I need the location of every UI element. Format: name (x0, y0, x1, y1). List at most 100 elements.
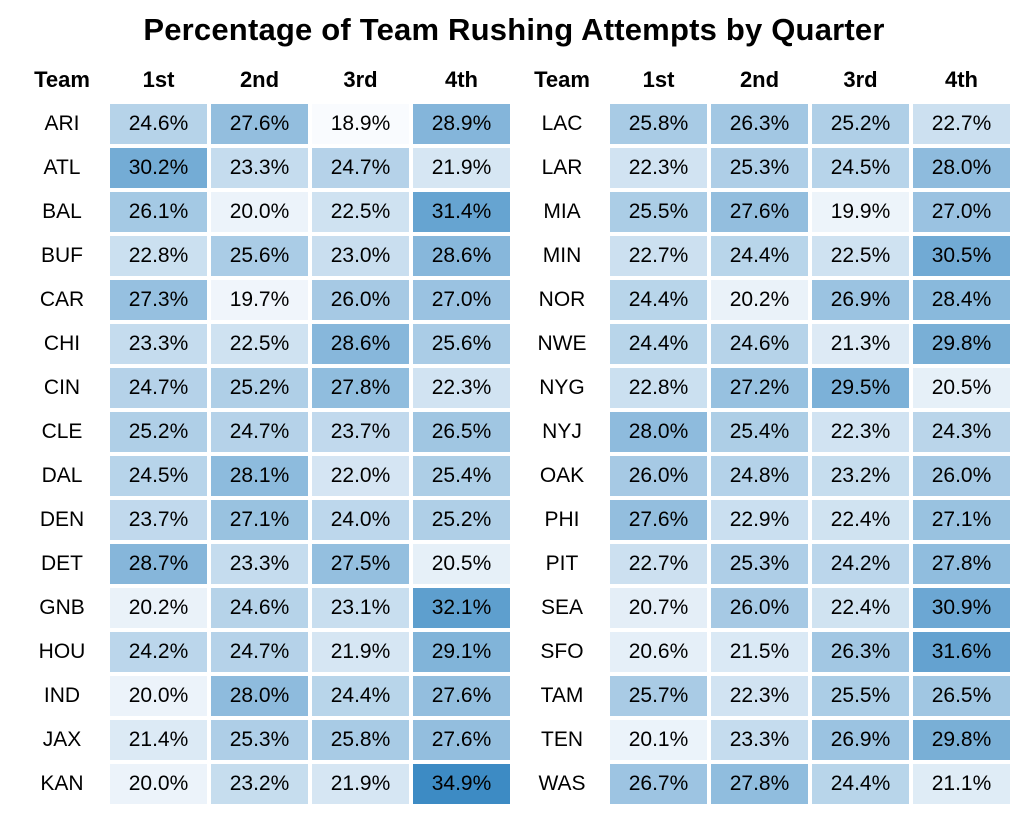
team-label: TAM (540, 684, 584, 707)
team-label: TEN (541, 728, 583, 751)
heatmap-cell: 23.1% (312, 588, 409, 628)
heatmap-cell: 24.2% (110, 632, 207, 672)
heatmap-cell: 26.1% (110, 192, 207, 232)
heatmap-cell: 21.1% (913, 764, 1010, 804)
team-label: ATL (43, 156, 81, 179)
heatmap-cell: 26.0% (711, 588, 808, 628)
heatmap-cell: 23.3% (110, 324, 207, 364)
heatmap-cell: 27.1% (913, 500, 1010, 540)
team-label: WAS (538, 772, 586, 795)
heatmap-cell: 22.3% (711, 676, 808, 716)
heatmap-cell: 34.9% (413, 764, 510, 804)
heatmap-cell: 24.4% (812, 764, 909, 804)
heatmap-cell: 29.8% (913, 720, 1010, 760)
column-header: 3rd (843, 67, 878, 92)
heatmap-cell: 24.0% (312, 500, 409, 540)
heatmap-cell: 27.6% (711, 192, 808, 232)
heatmap-cell: 22.3% (610, 148, 707, 188)
team-label: DEN (39, 508, 85, 531)
column-header: 1st (642, 67, 675, 92)
heatmap-cell: 20.5% (913, 368, 1010, 408)
column-header: 3rd (343, 67, 378, 92)
heatmap-cell: 25.6% (211, 236, 308, 276)
heatmap-cell: 27.8% (913, 544, 1010, 584)
heatmap-cell: 23.3% (211, 148, 308, 188)
heatmap-cell: 23.3% (211, 544, 308, 584)
heatmap-cell: 22.0% (312, 456, 409, 496)
heatmap-cell: 25.2% (812, 104, 909, 144)
heatmap-cell: 22.5% (211, 324, 308, 364)
column-header: 1st (142, 67, 175, 92)
heatmap-cell: 22.8% (610, 368, 707, 408)
heatmap-cell: 28.9% (413, 104, 510, 144)
heatmap-cell: 25.3% (211, 720, 308, 760)
heatmap-cell: 24.4% (610, 280, 707, 320)
heatmap-cell: 25.8% (312, 720, 409, 760)
heatmap-cell: 29.1% (413, 632, 510, 672)
heatmap-cell: 27.6% (413, 720, 510, 760)
heatmap-cell: 24.7% (211, 412, 308, 452)
heatmap-cell: 25.8% (610, 104, 707, 144)
team-label: IND (43, 684, 81, 707)
team-label: LAR (541, 156, 583, 179)
team-label: LAC (541, 112, 583, 135)
heatmap-cell: 25.7% (610, 676, 707, 716)
heatmap-cell: 21.5% (711, 632, 808, 672)
heatmap-cell: 25.2% (110, 412, 207, 452)
heatmap-cell: 19.9% (812, 192, 909, 232)
team-label: HOU (38, 640, 86, 663)
heatmap-cell: 29.8% (913, 324, 1010, 364)
heatmap-cell: 26.5% (413, 412, 510, 452)
team-label: JAX (42, 728, 82, 751)
heatmap-cell: 22.7% (610, 236, 707, 276)
heatmap-cell: 26.9% (812, 720, 909, 760)
team-label: BUF (41, 244, 83, 267)
heatmap-cell: 21.9% (312, 632, 409, 672)
heatmap-cell: 21.9% (413, 148, 510, 188)
heatmap-cell: 27.6% (413, 676, 510, 716)
heatmap-cell: 25.4% (711, 412, 808, 452)
heatmap-cell: 24.8% (711, 456, 808, 496)
heatmap-cell: 27.3% (110, 280, 207, 320)
heatmap-cell: 27.0% (413, 280, 510, 320)
team-label: CIN (43, 376, 81, 399)
heatmap-cell: 24.2% (812, 544, 909, 584)
heatmap-cell: 24.7% (211, 632, 308, 672)
heatmap-cell: 28.0% (211, 676, 308, 716)
heatmap-cell: 32.1% (413, 588, 510, 628)
team-label: DAL (41, 464, 83, 487)
heatmap-cell: 18.9% (312, 104, 409, 144)
heatmap-cell: 30.2% (110, 148, 207, 188)
team-label: OAK (539, 464, 585, 487)
heatmap-cell: 26.7% (610, 764, 707, 804)
heatmap-cell: 23.2% (812, 456, 909, 496)
team-label: CHI (43, 332, 81, 355)
heatmap-cell: 30.5% (913, 236, 1010, 276)
column-header: 4th (445, 67, 478, 92)
heatmap-cell: 23.7% (312, 412, 409, 452)
heatmap-cell: 24.6% (110, 104, 207, 144)
column-header: Team (534, 67, 590, 92)
heatmap-cell: 21.9% (312, 764, 409, 804)
heatmap-cell: 20.7% (610, 588, 707, 628)
heatmap-cell: 22.4% (812, 500, 909, 540)
heatmap-cell: 25.5% (812, 676, 909, 716)
heatmap-cell: 25.3% (711, 544, 808, 584)
heatmap-cell: 19.7% (211, 280, 308, 320)
heatmap-cell: 27.5% (312, 544, 409, 584)
heatmap-cell: 20.5% (413, 544, 510, 584)
team-label: BAL (42, 200, 82, 223)
heatmap-cell: 27.6% (211, 104, 308, 144)
team-label: KAN (40, 772, 84, 795)
heatmap-cell: 27.1% (211, 500, 308, 540)
team-label: SFO (540, 640, 584, 663)
heatmap-cell: 20.2% (110, 588, 207, 628)
heatmap-cell: 28.0% (913, 148, 1010, 188)
heatmap-cell: 22.9% (711, 500, 808, 540)
heatmap-cell: 28.1% (211, 456, 308, 496)
heatmap-cell: 21.4% (110, 720, 207, 760)
heatmap-cell: 28.0% (610, 412, 707, 452)
heatmap-cell: 20.0% (110, 764, 207, 804)
team-label: CLE (41, 420, 83, 443)
team-label: MIA (543, 200, 581, 223)
